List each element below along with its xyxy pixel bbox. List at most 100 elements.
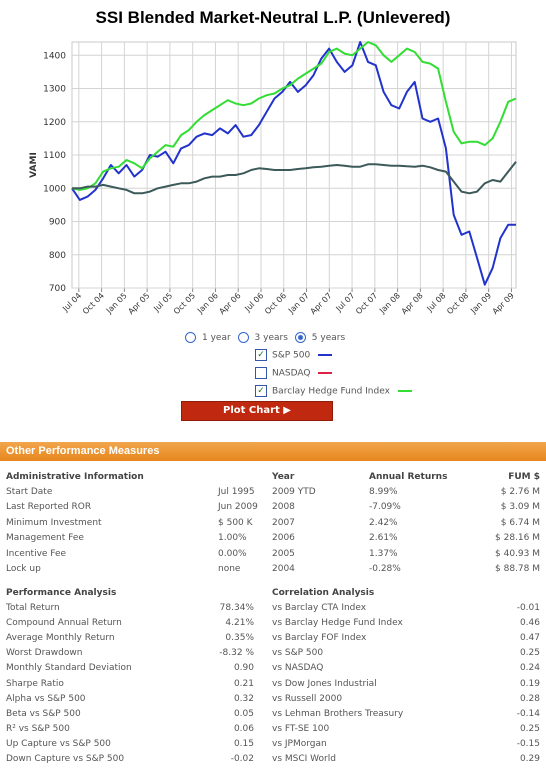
correlation-label: vs S&P 500: [272, 648, 324, 659]
annual-returns-header: Annual Returns: [369, 472, 448, 482]
correlation-label: vs Russell 2000: [272, 693, 343, 704]
x-tick-label: Apr 09: [491, 291, 516, 316]
admin-label: Last Reported ROR: [6, 502, 92, 513]
range-5-years-label: 5 years: [311, 332, 346, 343]
nasdaq-label: NASDAQ: [272, 368, 311, 379]
y-tick-label: 1200: [43, 118, 66, 128]
x-tick-label: Jan 06: [195, 291, 220, 316]
correlation-label: vs FT-SE 100: [272, 723, 330, 734]
correlation-label: vs Barclay Hedge Fund Index: [272, 618, 403, 629]
y-tick-label: 1100: [43, 151, 66, 161]
correlation-value: -0.15: [516, 738, 540, 749]
x-tick-label: Jul 05: [151, 291, 174, 314]
y-tick-label: 800: [49, 251, 66, 261]
correlation-label: vs Dow Jones Industrial: [272, 678, 377, 689]
radio-3-years[interactable]: [237, 332, 249, 343]
analysis-label: Compound Annual Return: [6, 618, 122, 629]
nasdaq-checkbox[interactable]: [255, 367, 267, 379]
admin-label: Lock up: [6, 564, 41, 574]
correlation-value: 0.47: [519, 633, 540, 644]
correlation-label: vs Barclay CTA Index: [272, 603, 367, 613]
analysis-value: 0.21: [233, 678, 254, 689]
admin-label: Incentive Fee: [6, 548, 67, 559]
year-cell: 2008: [272, 502, 295, 513]
analysis-label: Average Monthly Return: [6, 633, 115, 644]
series-line-blended-market-neutral: [72, 161, 517, 195]
analysis-label: Alpha vs S&P 500: [6, 693, 86, 704]
analysis-value: 4.21%: [225, 618, 254, 629]
analysis-label: Down Capture vs S&P 500: [6, 754, 125, 764]
range-selector: 1 year 3 years 5 years: [185, 332, 349, 343]
annual-return-cell: 8.99%: [369, 487, 398, 497]
analysis-label: Worst Drawdown: [6, 648, 83, 659]
annual-return-cell: 2.42%: [369, 517, 398, 528]
x-tick-label: Apr 07: [309, 291, 334, 316]
barclay-swatch: [397, 390, 412, 392]
x-tick-label: Oct 08: [445, 291, 470, 316]
sp500-checkbox[interactable]: ✓: [255, 349, 267, 361]
x-tick-label: Jul 08: [425, 291, 448, 314]
sp500-swatch: [318, 354, 333, 356]
analysis-label: Up Capture vs S&P 500: [6, 738, 111, 749]
radio-1-year[interactable]: [185, 332, 196, 343]
x-tick-label: Jan 05: [104, 291, 129, 316]
series-nasdaq: NASDAQ: [255, 367, 333, 379]
x-tick-label: Oct 05: [172, 291, 197, 316]
fum-cell: $ 28.16 M: [495, 533, 540, 544]
fum-cell: $ 2.76 M: [500, 487, 540, 497]
analysis-value: -8.32 %: [219, 648, 254, 659]
analysis-label: Sharpe Ratio: [6, 678, 64, 689]
admin-label: Start Date: [6, 487, 53, 497]
plot-chart-button[interactable]: Plot Chart ▶: [181, 401, 333, 421]
year-cell: 2007: [272, 517, 295, 528]
x-tick-label: Apr 08: [400, 291, 425, 316]
year-cell: 2006: [272, 533, 295, 544]
correlation-value: 0.46: [519, 618, 540, 629]
y-tick-label: 700: [49, 284, 66, 294]
series-sp500: ✓ S&P 500: [255, 349, 333, 361]
series-barclay: ✓ Barclay Hedge Fund Index: [255, 385, 412, 397]
sp500-label: S&P 500: [272, 350, 311, 361]
y-axis-label: VAMI: [29, 152, 39, 178]
analysis-value: 0.90: [233, 663, 254, 674]
analysis-value: 0.32: [233, 693, 254, 704]
correlation-label: vs NASDAQ: [272, 663, 324, 674]
correlation-value: 0.29: [519, 754, 540, 764]
fum-cell: $ 88.78 M: [495, 564, 540, 574]
analysis-label: Total Return: [6, 603, 60, 613]
x-tick-label: Jul 06: [243, 291, 266, 314]
nasdaq-swatch: [318, 372, 333, 374]
correlation-value: -0.01: [516, 603, 540, 613]
correlation-value: 0.25: [519, 723, 540, 734]
x-tick-label: Jul 07: [334, 291, 357, 314]
x-tick-label: Jan 08: [377, 291, 402, 316]
range-3-years-label: 3 years: [254, 332, 288, 343]
x-tick-label: Apr 06: [217, 291, 242, 316]
year-header: Year: [272, 472, 295, 482]
correlation-label: vs MSCI World: [272, 754, 336, 764]
page-title: SSI Blended Market-Neutral L.P. (Unlever…: [95, 8, 451, 27]
performance-heading: Other Performance Measures: [0, 442, 546, 461]
analysis-value: 0.15: [233, 738, 254, 749]
admin-value: $ 500 K: [218, 517, 253, 528]
x-tick-label: Oct 07: [354, 291, 379, 316]
correlation-label: vs Barclay FOF Index: [272, 633, 367, 644]
analysis-value: 78.34%: [219, 603, 254, 613]
admin-value: Jun 2009: [218, 502, 258, 513]
admin-value: none: [218, 564, 241, 574]
radio-5-years[interactable]: [294, 332, 306, 343]
x-tick-label: Jul 04: [60, 291, 83, 314]
year-cell: 2005: [272, 548, 295, 559]
annual-return-cell: 2.61%: [369, 533, 398, 544]
analysis-value: 0.05: [233, 708, 254, 719]
y-tick-label: 1400: [43, 51, 66, 61]
y-tick-label: 1000: [43, 184, 66, 194]
range-1-year-label: 1 year: [202, 332, 231, 343]
barclay-checkbox[interactable]: ✓: [255, 385, 267, 397]
analysis-value: -0.02: [230, 754, 254, 764]
correlation-value: -0.14: [516, 708, 540, 719]
fum-cell: $ 40.93 M: [495, 548, 540, 559]
admin-label: Minimum Investment: [6, 517, 102, 528]
x-tick-label: Jan 09: [468, 291, 493, 316]
